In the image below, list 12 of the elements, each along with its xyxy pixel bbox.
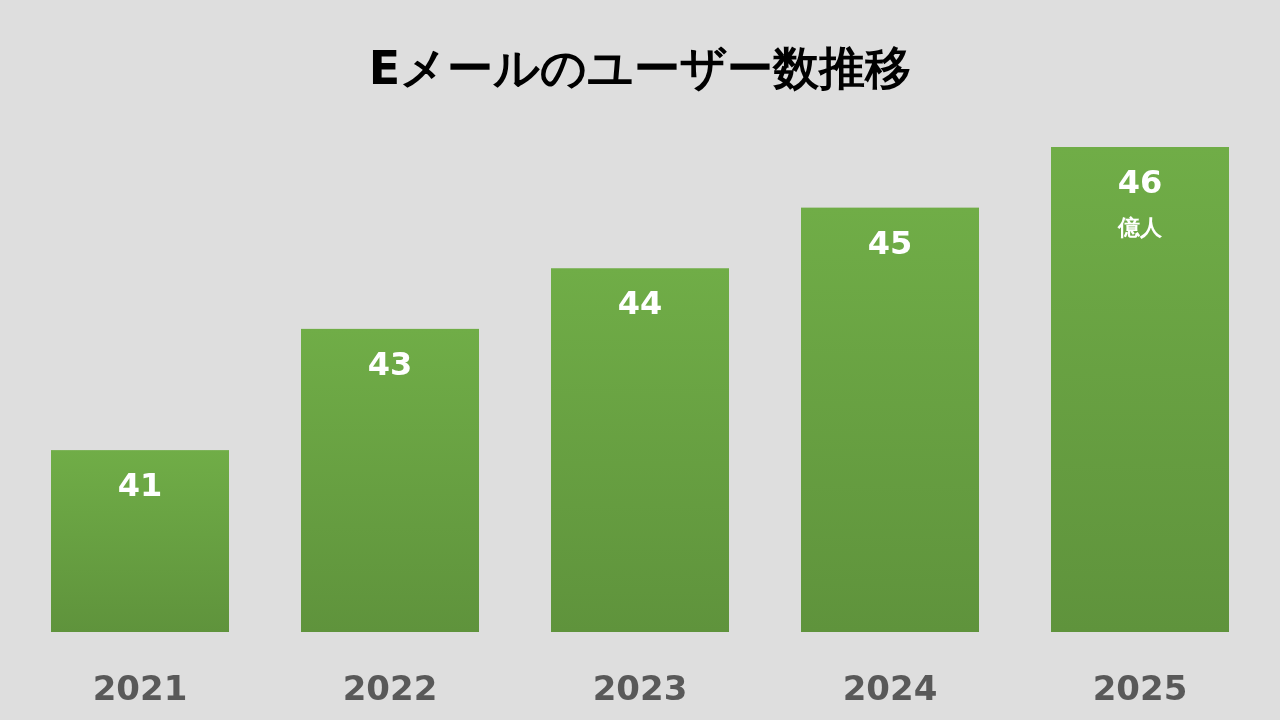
data-label: 45 — [867, 223, 913, 262]
chart-title: Eメールのユーザー数推移 — [368, 41, 912, 95]
data-label: 43 — [367, 344, 413, 383]
x-tick-label: 2023 — [592, 668, 688, 708]
data-label: 46 — [1117, 163, 1163, 201]
x-tick-label: 2025 — [1092, 668, 1188, 708]
x-tick-label: 2022 — [342, 668, 438, 708]
annotation: 億人 — [1117, 215, 1163, 240]
data-label: 41 — [117, 466, 163, 505]
data-label: 44 — [617, 284, 663, 323]
x-tick-label: 2024 — [842, 668, 938, 708]
x-tick-label: 2021 — [92, 668, 188, 708]
